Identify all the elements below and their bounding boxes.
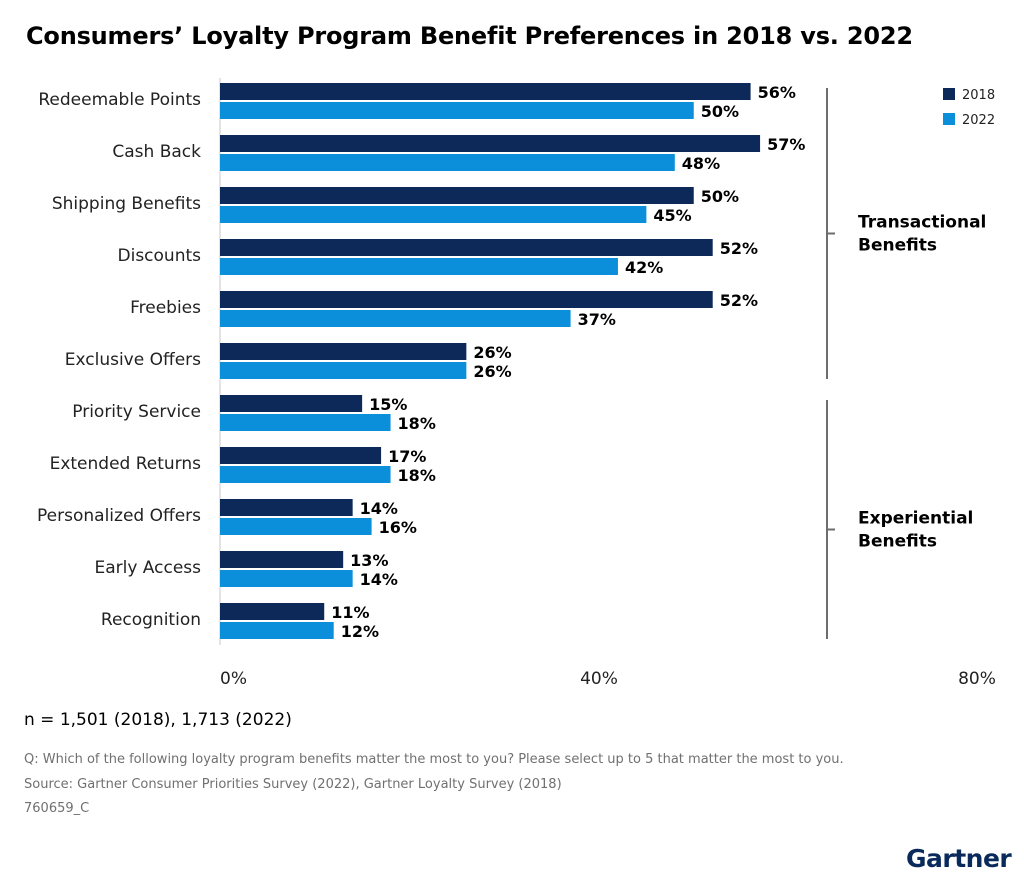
bar-2022-priority-service bbox=[220, 414, 391, 431]
bar-2018-shipping-benefits bbox=[220, 187, 694, 204]
bar-2022-personalized-offers bbox=[220, 518, 372, 535]
data-label-2022-exclusive-offers: 26% bbox=[473, 362, 511, 381]
bar-2022-cash-back bbox=[220, 154, 675, 171]
x-tick-label-2: 80% bbox=[958, 669, 996, 689]
category-label-early-access: Early Access bbox=[94, 558, 201, 578]
bar-2018-early-access bbox=[220, 551, 344, 568]
category-label-personalized-offers: Personalized Offers bbox=[37, 506, 201, 526]
legend-label-2022: 2022 bbox=[962, 113, 995, 128]
category-label-exclusive-offers: Exclusive Offers bbox=[65, 350, 201, 370]
data-label-2022-personalized-offers: 16% bbox=[379, 518, 417, 537]
data-label-2018-freebies: 52% bbox=[720, 291, 758, 310]
bar-2018-priority-service bbox=[220, 395, 363, 412]
chart-title: Consumers’ Loyalty Program Benefit Prefe… bbox=[26, 22, 913, 50]
x-tick-label-1: 40% bbox=[580, 669, 618, 689]
category-label-cash-back: Cash Back bbox=[112, 142, 201, 162]
data-label-2022-redeemable-points: 50% bbox=[701, 102, 739, 121]
bar-2022-exclusive-offers bbox=[220, 362, 467, 379]
data-label-2018-shipping-benefits: 50% bbox=[701, 187, 739, 206]
data-label-2022-cash-back: 48% bbox=[682, 154, 720, 173]
bar-chart: Redeemable Points 56% 50% Cash Back 57% 48% Sh… bbox=[37, 78, 996, 689]
bar-2018-recognition bbox=[220, 603, 325, 620]
bar-2018-extended-returns bbox=[220, 447, 382, 464]
data-label-2018-exclusive-offers: 26% bbox=[473, 343, 511, 362]
sample-size-note: n = 1,501 (2018), 1,713 (2022) bbox=[24, 710, 292, 730]
category-label-shipping-benefits: Shipping Benefits bbox=[52, 194, 201, 214]
bar-2022-shipping-benefits bbox=[220, 206, 647, 223]
legend-label-2018: 2018 bbox=[962, 88, 995, 103]
category-label-priority-service: Priority Service bbox=[72, 402, 201, 422]
data-label-2018-priority-service: 15% bbox=[369, 395, 407, 414]
data-label-2022-priority-service: 18% bbox=[398, 414, 436, 433]
group-label-0-1: Benefits bbox=[858, 236, 937, 256]
group-label-1-0: Experiential bbox=[858, 509, 973, 529]
legend-swatch-2018 bbox=[943, 88, 955, 100]
data-label-2022-recognition: 12% bbox=[341, 622, 379, 641]
data-label-2022-extended-returns: 18% bbox=[398, 466, 436, 485]
bar-2022-freebies bbox=[220, 310, 571, 327]
data-label-2018-extended-returns: 17% bbox=[388, 447, 426, 466]
bar-2018-cash-back bbox=[220, 135, 761, 152]
category-label-recognition: Recognition bbox=[101, 610, 201, 630]
bar-2022-early-access bbox=[220, 570, 353, 587]
bar-2022-redeemable-points bbox=[220, 102, 694, 119]
category-label-redeemable-points: Redeemable Points bbox=[38, 90, 201, 110]
category-label-freebies: Freebies bbox=[130, 298, 201, 318]
data-label-2018-recognition: 11% bbox=[331, 603, 369, 622]
data-label-2018-redeemable-points: 56% bbox=[758, 83, 796, 102]
question-note: Q: Which of the following loyalty progra… bbox=[24, 752, 844, 767]
data-label-2018-discounts: 52% bbox=[720, 239, 758, 258]
legend-swatch-2022 bbox=[943, 113, 955, 125]
chart-code: 760659_C bbox=[24, 801, 90, 816]
category-label-discounts: Discounts bbox=[118, 246, 202, 266]
data-label-2022-shipping-benefits: 45% bbox=[653, 206, 691, 225]
bar-2018-freebies bbox=[220, 291, 713, 308]
bar-2018-redeemable-points bbox=[220, 83, 751, 100]
bar-2018-discounts bbox=[220, 239, 713, 256]
data-label-2022-freebies: 37% bbox=[578, 310, 616, 329]
data-label-2018-early-access: 13% bbox=[350, 551, 388, 570]
data-label-2022-discounts: 42% bbox=[625, 258, 663, 277]
category-label-extended-returns: Extended Returns bbox=[50, 454, 202, 474]
bar-2022-discounts bbox=[220, 258, 618, 275]
bar-2022-recognition bbox=[220, 622, 334, 639]
data-label-2018-cash-back: 57% bbox=[767, 135, 805, 154]
bar-2018-exclusive-offers bbox=[220, 343, 467, 360]
group-label-0-0: Transactional bbox=[858, 213, 986, 233]
data-label-2018-personalized-offers: 14% bbox=[360, 499, 398, 518]
data-label-2022-early-access: 14% bbox=[360, 570, 398, 589]
bar-2022-extended-returns bbox=[220, 466, 391, 483]
gartner-logo: Gartner bbox=[906, 844, 1012, 873]
group-label-1-1: Benefits bbox=[858, 532, 937, 552]
source-note: Source: Gartner Consumer Priorities Surv… bbox=[24, 777, 562, 792]
bar-2018-personalized-offers bbox=[220, 499, 353, 516]
x-tick-label-0: 0% bbox=[220, 669, 247, 689]
